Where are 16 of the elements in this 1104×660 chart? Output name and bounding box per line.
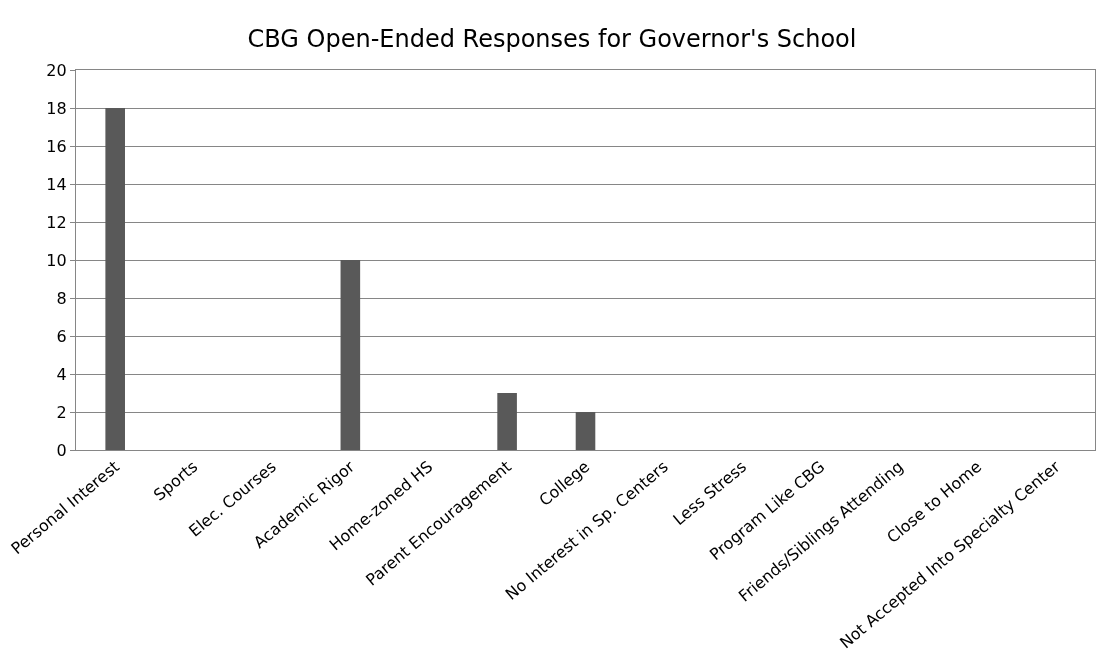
y-tick-label: 4 <box>56 364 67 384</box>
y-tick-label: 20 <box>46 60 67 80</box>
y-tick-label: 6 <box>56 326 67 346</box>
bar <box>497 393 517 450</box>
y-tick-label: 10 <box>46 250 67 270</box>
y-tick-label: 2 <box>56 402 67 422</box>
bar <box>575 412 596 450</box>
y-tick-label: 12 <box>46 212 67 232</box>
bar <box>105 108 125 450</box>
bar <box>340 260 361 450</box>
y-tick-label: 16 <box>46 136 67 156</box>
chart-title: CBG Open-Ended Responses for Governor's School <box>247 24 857 53</box>
y-tick-label: 18 <box>46 98 67 118</box>
y-tick-label: 0 <box>56 440 67 460</box>
y-tick-label: 8 <box>56 288 67 308</box>
y-tick-label: 14 <box>46 174 67 194</box>
